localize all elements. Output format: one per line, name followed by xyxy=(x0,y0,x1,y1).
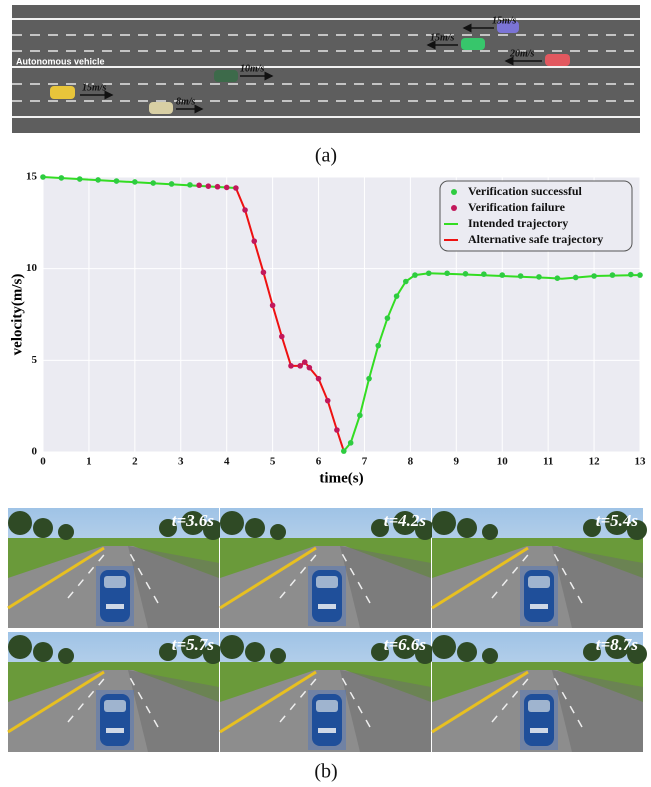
figure: Autonomous vehicle 15m/s 10m/s 8m/s 15m/… xyxy=(0,0,651,787)
verification-point xyxy=(637,272,643,278)
verification-point xyxy=(77,176,83,182)
verification-point xyxy=(499,272,505,278)
x-tick-label: 2 xyxy=(132,456,138,468)
legend-swatch xyxy=(451,205,457,211)
verification-point xyxy=(114,178,120,184)
verification-point xyxy=(334,427,340,433)
frame-time: t=5.4s xyxy=(596,511,639,530)
x-tick-label: 7 xyxy=(362,456,368,468)
verification-point xyxy=(40,174,46,180)
legend-label: Intended trajectory xyxy=(468,216,568,230)
verification-point xyxy=(412,272,418,278)
x-tick-label: 13 xyxy=(635,456,647,468)
simulation-frames: t=3.6s t=4.2s t=5.4s t=5.7s t=6.6s t=8.7s xyxy=(8,508,647,752)
verification-point xyxy=(288,363,294,369)
speed-label: 20m/s xyxy=(509,48,535,59)
x-tick-label: 4 xyxy=(224,456,230,468)
x-tick-label: 9 xyxy=(454,456,460,468)
verification-point xyxy=(206,183,212,189)
verification-point xyxy=(132,179,138,185)
verification-point xyxy=(150,180,156,186)
verification-point xyxy=(233,185,239,191)
road-scene: Autonomous vehicle 15m/s 10m/s 8m/s 15m/… xyxy=(12,5,640,133)
frame-time: t=3.6s xyxy=(172,511,215,530)
verification-point xyxy=(555,275,561,281)
verification-point xyxy=(518,273,524,279)
legend-swatch xyxy=(451,189,457,195)
verification-point xyxy=(357,413,363,419)
verification-point xyxy=(610,272,616,278)
x-tick-label: 3 xyxy=(178,456,184,468)
verification-point xyxy=(628,272,634,278)
verification-point xyxy=(279,334,285,340)
legend-label: Verification failure xyxy=(468,200,566,214)
legend-label: Verification successful xyxy=(468,184,583,198)
verification-point xyxy=(385,315,391,321)
y-tick-label: 15 xyxy=(26,171,38,183)
speed-label: 10m/s xyxy=(240,63,265,74)
verification-point xyxy=(394,293,400,299)
verification-point xyxy=(307,365,313,371)
x-tick-label: 11 xyxy=(543,456,553,468)
verification-point xyxy=(348,440,354,446)
verification-point xyxy=(95,177,101,183)
y-tick-label: 5 xyxy=(32,354,38,366)
verification-point xyxy=(215,184,221,190)
verification-point xyxy=(242,207,248,213)
verification-point xyxy=(444,270,450,276)
x-axis-label: time(s) xyxy=(319,470,363,486)
y-tick-label: 10 xyxy=(26,262,38,274)
caption: (b) xyxy=(314,761,337,783)
verification-point xyxy=(325,398,331,404)
ego-label: Autonomous vehicle xyxy=(16,56,105,66)
y-axis-label: velocity(m/s) xyxy=(9,274,25,356)
verification-point xyxy=(536,274,542,280)
verification-point xyxy=(403,279,409,285)
speed-label: 15m/s xyxy=(82,82,107,93)
verification-point xyxy=(573,275,579,281)
verification-point xyxy=(59,175,65,181)
verification-point xyxy=(270,303,276,309)
verification-point xyxy=(251,238,257,244)
verification-point xyxy=(366,376,372,382)
verification-point xyxy=(302,359,308,365)
verification-point xyxy=(187,182,193,188)
caption: (a) xyxy=(315,145,337,167)
verification-point xyxy=(341,448,347,454)
frame-time: t=4.2s xyxy=(384,511,427,530)
y-tick-label: 0 xyxy=(32,446,38,458)
verification-point xyxy=(426,270,432,276)
verification-point xyxy=(591,273,597,279)
verification-point xyxy=(224,185,230,191)
frame-time: t=6.6s xyxy=(384,635,427,654)
x-tick-label: 1 xyxy=(86,456,92,468)
verification-point xyxy=(375,343,381,349)
x-tick-label: 5 xyxy=(270,456,276,468)
frame-time: t=5.7s xyxy=(172,635,215,654)
speed-label: 15m/s xyxy=(492,15,517,26)
x-tick-label: 12 xyxy=(589,456,601,468)
verification-point xyxy=(261,270,267,276)
verification-point xyxy=(316,376,322,382)
speed-label: 8m/s xyxy=(176,96,196,107)
x-tick-label: 8 xyxy=(408,456,414,468)
frame-time: t=8.7s xyxy=(596,635,639,654)
speed-label: 15m/s xyxy=(430,32,455,43)
verification-point xyxy=(463,271,469,277)
x-tick-label: 0 xyxy=(40,456,46,468)
verification-point xyxy=(169,181,175,187)
verification-point xyxy=(196,182,202,188)
x-tick-label: 10 xyxy=(497,456,509,468)
x-tick-label: 6 xyxy=(316,456,322,468)
page: Autonomous vehicle 15m/s 10m/s 8m/s 15m/… xyxy=(0,0,651,787)
verification-point xyxy=(297,363,303,369)
verification-point xyxy=(481,271,487,277)
legend-label: Alternative safe trajectory xyxy=(468,232,603,246)
